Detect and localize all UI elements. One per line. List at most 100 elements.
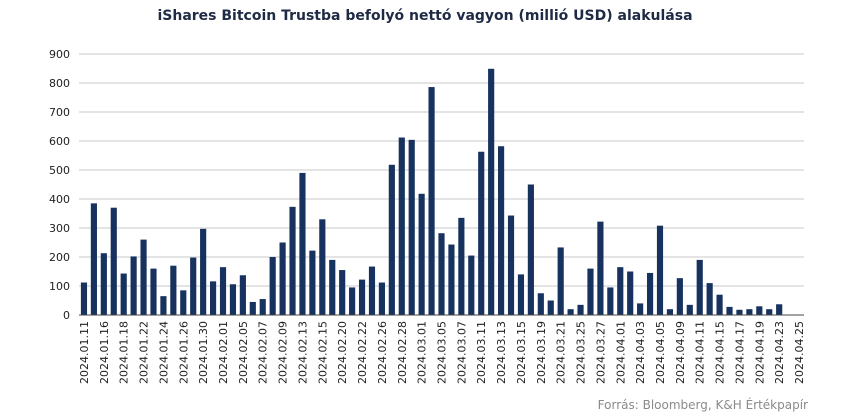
- bar: [666, 309, 674, 315]
- bar: [279, 242, 286, 315]
- x-tick-label: 2024.04.01: [614, 321, 627, 384]
- bar: [378, 282, 385, 315]
- x-tick-label: 2024.04.17: [733, 321, 746, 384]
- x-tick-label: 2024.02.22: [356, 321, 369, 384]
- x-tick-label: 2024.03.05: [436, 321, 449, 384]
- bar: [716, 294, 723, 315]
- bar: [90, 203, 97, 315]
- bar: [160, 296, 167, 315]
- bar: [259, 299, 266, 315]
- x-tick-label: 2024.01.30: [197, 321, 210, 384]
- bar: [438, 233, 445, 315]
- bar: [120, 273, 127, 315]
- x-tick-label: 2024.03.11: [475, 321, 488, 384]
- bar: [299, 172, 306, 315]
- bar: [488, 68, 495, 315]
- x-tick-label: 2024.02.09: [277, 321, 290, 384]
- y-tick-label: 0: [63, 309, 70, 322]
- y-tick-label: 600: [49, 135, 70, 148]
- x-tick-label: 2024.01.11: [78, 321, 91, 384]
- bar: [319, 219, 326, 315]
- x-tick-label: 2024.03.19: [535, 321, 548, 384]
- bar: [368, 266, 376, 315]
- x-tick-label: 2024.01.18: [118, 321, 131, 384]
- x-tick-label: 2024.04.09: [674, 321, 687, 384]
- y-tick-label: 100: [49, 280, 70, 293]
- x-tick-label: 2024.04.11: [694, 321, 707, 384]
- x-tick-label: 2024.03.07: [455, 321, 468, 384]
- bar: [209, 281, 217, 315]
- x-tick-label: 2024.02.26: [376, 321, 389, 384]
- bar: [646, 272, 654, 315]
- bar: [706, 283, 713, 315]
- bar: [736, 309, 743, 315]
- y-tick-label: 800: [49, 77, 70, 90]
- x-tick-label: 2024.04.05: [654, 321, 667, 384]
- bar: [686, 304, 693, 315]
- bar: [309, 250, 316, 315]
- bar: [776, 304, 783, 315]
- x-tick-label: 2024.04.19: [753, 321, 766, 384]
- bar: [190, 257, 197, 315]
- bar: [527, 184, 534, 315]
- bar: [726, 306, 733, 315]
- bar: [656, 225, 664, 315]
- bar: [557, 247, 564, 315]
- chart-title: iShares Bitcoin Trustba befolyó nettó va…: [157, 8, 693, 24]
- bar: [507, 215, 515, 315]
- bar: [110, 207, 117, 315]
- bar: [468, 255, 475, 315]
- bar: [239, 275, 246, 315]
- x-tick-label: 2024.02.05: [237, 321, 250, 384]
- bar: [329, 259, 336, 315]
- bar: [358, 279, 366, 315]
- x-tick-label: 2024.03.13: [495, 321, 508, 384]
- bar: [478, 151, 485, 315]
- bar: [80, 282, 88, 315]
- bar: [597, 221, 604, 315]
- bar: [637, 303, 644, 315]
- x-tick-label: 2024.03.25: [575, 321, 588, 384]
- bar: [140, 239, 147, 315]
- x-tick-label: 2024.03.01: [416, 321, 429, 384]
- bar: [756, 306, 763, 315]
- x-tick-label: 2024.01.16: [98, 321, 111, 384]
- y-tick-label: 500: [49, 164, 70, 177]
- bar: [408, 139, 415, 315]
- y-tick-label: 300: [49, 222, 70, 235]
- bar: [339, 270, 346, 315]
- y-tick-label: 200: [49, 251, 70, 264]
- bar: [547, 300, 554, 315]
- x-tick-label: 2024.04.03: [634, 321, 647, 384]
- x-tick-label: 2024.02.20: [336, 321, 349, 384]
- bar: [289, 206, 296, 315]
- bar: [100, 253, 107, 315]
- bar: [766, 309, 773, 315]
- y-tick-label: 400: [49, 193, 70, 206]
- x-tick-label: 2024.02.15: [316, 321, 329, 384]
- bar: [349, 287, 356, 315]
- bar: [676, 278, 683, 315]
- x-tick-label: 2024.03.27: [594, 321, 607, 384]
- x-tick-label: 2024.02.13: [296, 321, 309, 384]
- bar: [388, 164, 395, 315]
- bar: [130, 256, 137, 315]
- bar: [517, 274, 525, 315]
- bar: [696, 259, 703, 315]
- x-tick-label: 2024.02.28: [396, 321, 409, 384]
- bar: [458, 217, 465, 315]
- y-tick-label: 900: [49, 48, 70, 61]
- x-tick-label: 2024.02.01: [217, 321, 230, 384]
- x-tick-label: 2024.01.24: [157, 321, 170, 384]
- bar: [746, 309, 753, 315]
- bar: [567, 309, 574, 315]
- x-tick-label: 2024.03.15: [515, 321, 528, 384]
- bar: [398, 137, 405, 315]
- y-tick-label: 700: [49, 106, 70, 119]
- bar: [219, 267, 227, 315]
- x-tick-label: 2024.01.26: [177, 321, 190, 384]
- bar: [587, 268, 594, 315]
- source-note: Forrás: Bloomberg, K&H Értékpapír: [597, 398, 808, 412]
- bar: [229, 284, 237, 315]
